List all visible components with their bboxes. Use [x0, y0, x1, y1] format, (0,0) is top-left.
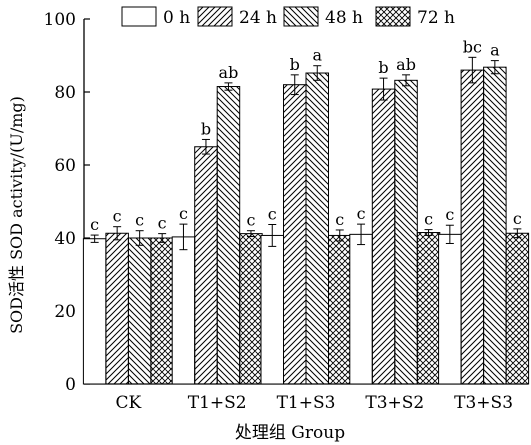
x-axis: CK T1+S2 T1+S3 T3+S2 T3+S3 — [84, 383, 528, 413]
significance-label: c — [335, 210, 344, 229]
significance-label: ab — [219, 63, 239, 82]
legend-swatch — [121, 6, 157, 27]
significance-label: c — [445, 205, 454, 224]
x-tick-label: T1+S2 — [188, 393, 247, 413]
legend-label: 24 h — [239, 8, 277, 28]
significance-label: c — [158, 214, 167, 233]
significance-label: c — [424, 210, 433, 229]
bar — [283, 84, 307, 385]
bar — [82, 238, 107, 385]
legend-label: 72 h — [417, 8, 455, 28]
bar — [505, 232, 530, 385]
bar — [239, 233, 263, 385]
significance-label: c — [90, 215, 99, 234]
bar — [349, 233, 373, 385]
legend-swatch — [283, 6, 319, 27]
significance-label: a — [312, 46, 322, 65]
bar — [438, 233, 462, 385]
bar — [127, 237, 152, 385]
significance-label: ab — [396, 55, 416, 74]
y-tick-label: 40 — [54, 229, 76, 249]
significance-label: c — [113, 207, 122, 226]
bar — [260, 234, 284, 385]
significance-label: b — [201, 119, 211, 138]
bar — [194, 146, 218, 385]
significance-label: c — [179, 204, 188, 223]
x-axis-label: 处理组 Group — [235, 423, 345, 443]
significance-label: bc — [463, 37, 482, 56]
x-tick-label: CK — [116, 393, 142, 413]
y-tick-label: 60 — [54, 156, 76, 176]
legend-label: 48 h — [325, 8, 363, 28]
x-tick-label: T3+S2 — [365, 393, 424, 413]
bar — [394, 79, 418, 385]
significance-label: c — [246, 211, 255, 230]
legend: 0 h 24 h 48 h 72 h — [121, 6, 455, 28]
bar — [328, 234, 352, 385]
significance-label: c — [135, 211, 144, 230]
legend-label: 0 h — [163, 8, 190, 28]
bar — [216, 86, 241, 385]
significance-label: c — [268, 204, 277, 223]
significance-label: c — [357, 204, 366, 223]
y-tick-label: 0 — [65, 375, 76, 395]
legend-swatch — [197, 6, 233, 27]
x-tick-label: T1+S3 — [277, 393, 336, 413]
bar — [305, 72, 329, 385]
legend-swatch — [375, 6, 411, 27]
significance-label: b — [378, 58, 388, 77]
y-tick-label: 100 — [44, 10, 76, 30]
bar — [150, 237, 174, 385]
x-tick-label: T3+S3 — [454, 393, 513, 413]
bar — [371, 88, 396, 385]
bar — [171, 236, 196, 385]
y-tick-label: 20 — [54, 302, 76, 322]
significance-label: a — [490, 41, 500, 60]
bar — [483, 66, 507, 385]
bar — [416, 232, 441, 385]
y-tick-label: 80 — [54, 83, 76, 103]
bar — [460, 69, 485, 385]
y-axis-label: SOD活性 SOD activity/(U/mg) — [7, 96, 26, 334]
bar — [105, 232, 129, 385]
significance-label: c — [513, 209, 522, 228]
significance-label: b — [290, 55, 300, 74]
